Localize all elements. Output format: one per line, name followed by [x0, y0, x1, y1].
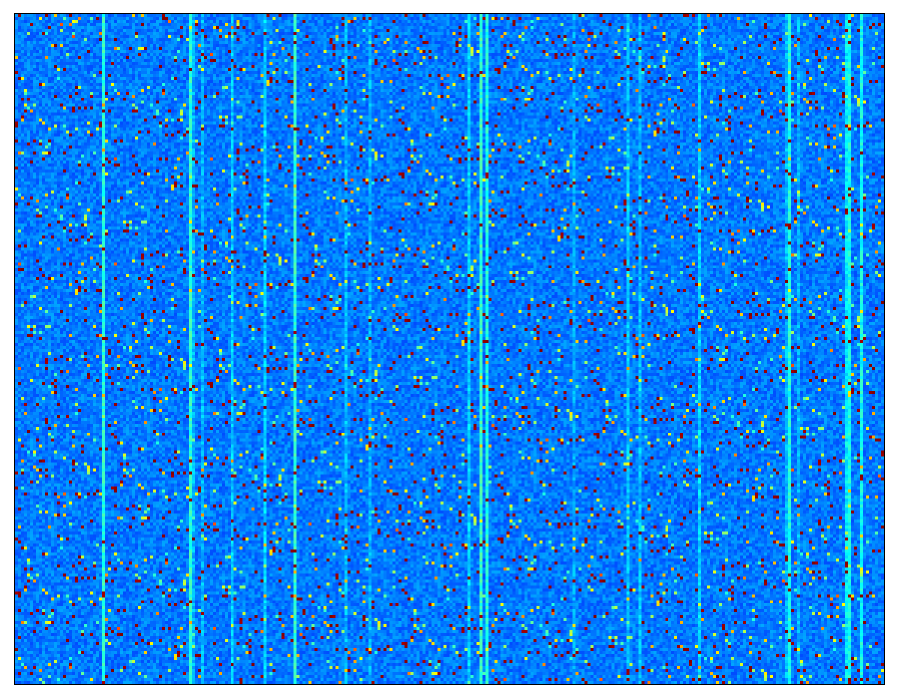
noise-heatmap-image: [15, 14, 884, 684]
image-frame: [14, 13, 885, 685]
